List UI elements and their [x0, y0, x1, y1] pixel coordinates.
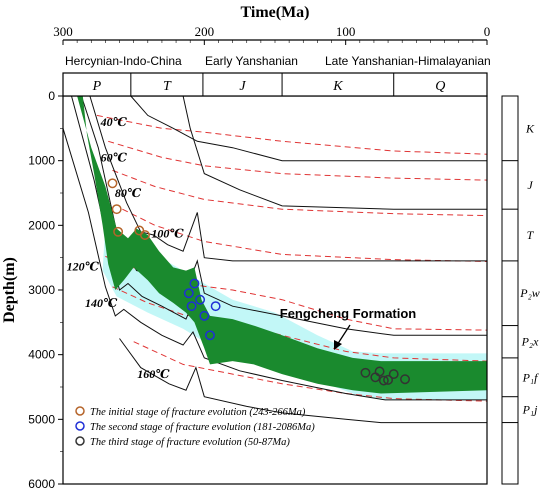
second-stage-point — [186, 301, 197, 312]
depth-tick-label: 5000 — [28, 412, 55, 426]
third-stage-point — [383, 374, 394, 385]
samples-layer — [75, 178, 410, 446]
legend-marker — [75, 421, 85, 431]
initial-stage-point — [111, 204, 122, 215]
isotherm-label: 60℃ — [101, 150, 128, 164]
isotherm-label: 40℃ — [100, 115, 128, 129]
formation-label: P₁j — [522, 403, 539, 417]
time-tick-label: 200 — [195, 24, 215, 39]
fracture-halo — [102, 225, 487, 400]
second-stage-point — [210, 301, 221, 312]
time-tick-label: 0 — [484, 24, 491, 39]
third-stage-point — [388, 369, 399, 380]
fengcheng-annotation: Fengcheng Formation — [280, 306, 417, 321]
stage-label: Hercynian-Indo-China — [65, 54, 182, 68]
isotherm-line — [96, 114, 488, 155]
second-stage-point — [189, 278, 200, 289]
formation-label: P₂x — [521, 335, 540, 349]
isotherm-line — [133, 341, 488, 402]
depth-tick-label: 6000 — [28, 477, 55, 489]
depth-tick-label: 2000 — [28, 218, 55, 232]
time-tick-label: 300 — [53, 24, 73, 39]
time-tick-label: 100 — [336, 24, 356, 39]
formation-column — [501, 95, 519, 485]
formation-label: P₂w — [519, 286, 540, 300]
period-label-p: P — [92, 79, 102, 94]
stage-label: Late Yanshanian-Himalayanian — [325, 54, 491, 68]
burial-curve — [119, 338, 487, 424]
burial-curve — [130, 95, 487, 162]
annotation-arrow-line — [336, 324, 351, 346]
formation-label: J — [527, 178, 533, 192]
second-stage-point — [205, 330, 215, 341]
initial-stage-point — [113, 226, 124, 237]
annotation-arrowhead — [334, 340, 342, 350]
period-label-k: K — [332, 79, 343, 94]
period-label-q: Q — [435, 79, 445, 94]
depth-tick-label: 3000 — [28, 283, 55, 297]
initial-stage-point — [134, 225, 145, 236]
second-stage-point — [183, 288, 194, 299]
fengcheng-band-layer — [77, 96, 487, 394]
legend-label: The initial stage of fracture evolution … — [90, 407, 306, 418]
fengcheng-band — [77, 96, 487, 394]
burial-curve — [182, 95, 487, 210]
isotherm-label: 160℃ — [137, 367, 170, 381]
depth-tick-label: 0 — [48, 89, 55, 103]
depth-tick-label: 4000 — [28, 348, 55, 362]
frame-layer — [58, 39, 519, 485]
isotherm-label: 100℃ — [151, 227, 184, 241]
period-label-t: T — [163, 79, 172, 94]
isotherms-layer — [96, 114, 488, 402]
period-label-j: J — [239, 79, 246, 94]
depth-axis-title: Depth(m) — [1, 257, 18, 323]
initial-stage-point — [107, 178, 118, 189]
burial-curve — [89, 95, 487, 262]
isotherm-label: 80℃ — [115, 186, 142, 200]
formation-label: K — [525, 121, 535, 135]
fracture-halo-layer — [102, 225, 487, 400]
second-stage-point — [199, 310, 210, 321]
legend-label: The third stage of fracture evolution (5… — [90, 437, 290, 448]
period-strip — [62, 72, 488, 97]
formation-label: P₁f — [522, 370, 540, 384]
isotherm-line — [122, 208, 488, 262]
legend-marker — [75, 406, 85, 416]
isotherm-line — [108, 140, 488, 181]
stage-label: Early Yanshanian — [205, 54, 298, 68]
third-stage-point — [400, 374, 410, 385]
second-stage-point — [195, 294, 206, 305]
third-stage-point — [378, 375, 389, 386]
legend-label: The second stage of fracture evolution (… — [90, 422, 315, 433]
legend-marker — [75, 436, 85, 446]
burial-curve — [62, 128, 487, 401]
depth-tick-label: 1000 — [28, 154, 55, 168]
time-axis-title: Time(Ma) — [240, 4, 309, 21]
isotherm-label: 120℃ — [67, 260, 100, 274]
third-stage-point — [374, 366, 385, 377]
formation-label: T — [527, 228, 535, 242]
isotherm-label: 140℃ — [85, 296, 118, 310]
isotherm-line — [112, 169, 488, 217]
third-stage-point — [360, 367, 371, 378]
